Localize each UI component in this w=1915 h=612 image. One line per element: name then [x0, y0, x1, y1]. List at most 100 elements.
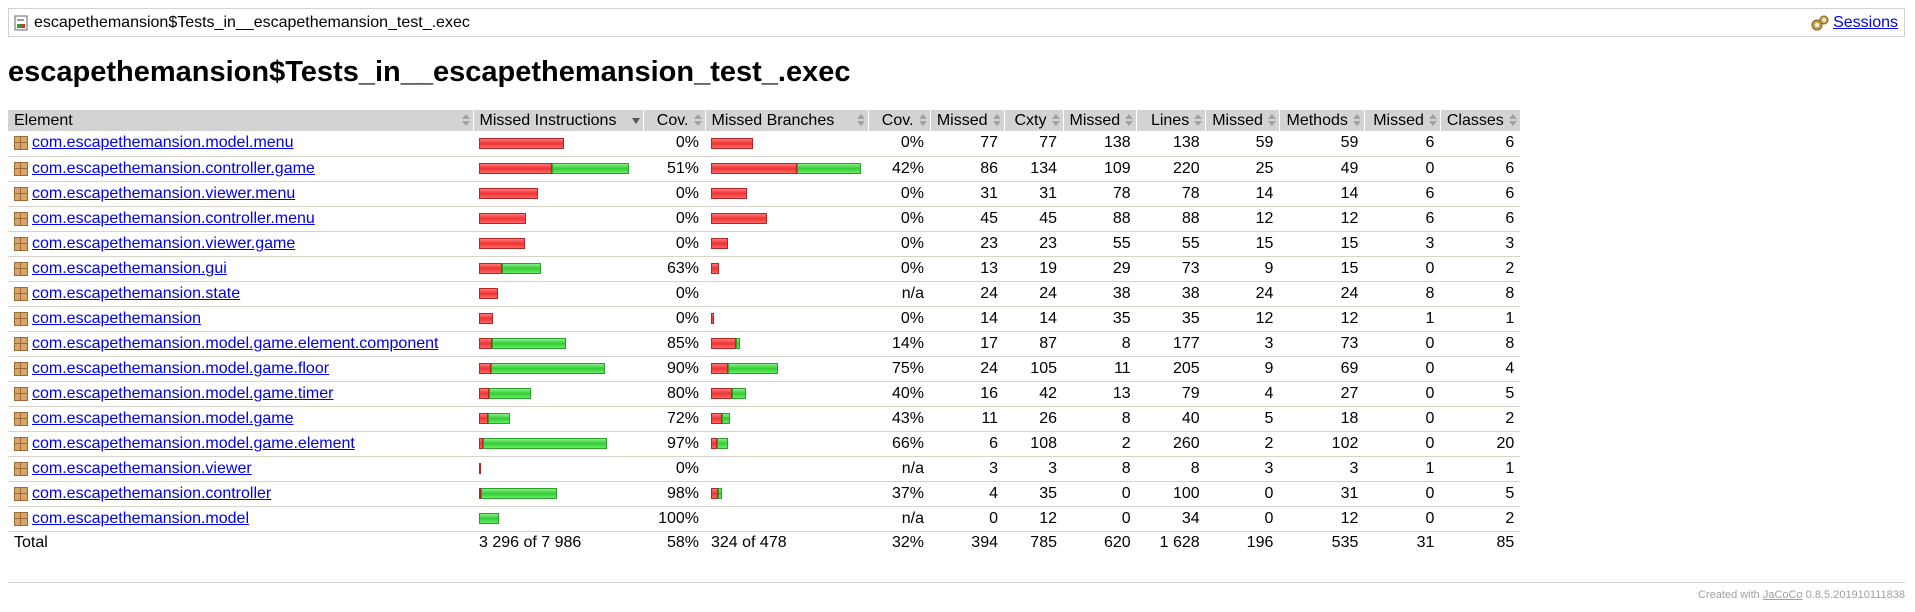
lines-missed: 0 — [1063, 481, 1137, 507]
lines-missed: 88 — [1063, 206, 1137, 232]
sessions-gears-icon — [1811, 15, 1829, 31]
package-link[interactable]: com.escapethemansion.controller — [32, 484, 272, 502]
package-link[interactable]: com.escapethemansion.model.game — [32, 409, 294, 427]
column-header[interactable]: Missed — [930, 110, 1005, 131]
sort-icon — [693, 114, 702, 127]
branches-bar-cell — [705, 256, 868, 282]
instructions-bar — [479, 437, 637, 450]
instructions-coverage: 0% — [643, 281, 705, 307]
classes-total: 20 — [1440, 431, 1521, 457]
package-link[interactable]: com.escapethemansion.gui — [32, 259, 227, 277]
column-header[interactable]: Missed — [1205, 110, 1280, 131]
sort-icon — [1267, 114, 1276, 127]
branches-missed-segment — [711, 137, 753, 149]
classes-missed: 0 — [1364, 406, 1441, 432]
element-wrap: com.escapethemansion.model.game.element — [14, 435, 467, 453]
sort-icon — [1194, 114, 1203, 127]
package-icon — [14, 411, 28, 426]
instructions-coverage: 100% — [643, 506, 705, 532]
column-header[interactable]: Missed — [1063, 110, 1138, 131]
complexity-missed: 13 — [930, 256, 1004, 282]
branches-coverage: 43% — [868, 406, 930, 432]
methods-missed: 2 — [1205, 431, 1280, 457]
package-icon — [14, 211, 28, 226]
column-header[interactable]: Element — [8, 110, 474, 131]
package-link[interactable]: com.escapethemansion.controller.menu — [32, 209, 315, 227]
methods-missed: 4 — [1205, 381, 1280, 407]
column-header[interactable]: Classes — [1440, 110, 1521, 131]
instructions-coverage: 0% — [643, 306, 705, 332]
session-name: escapethemansion$Tests_in__escapethemans… — [34, 14, 470, 31]
instructions-bar — [479, 512, 637, 525]
column-header[interactable]: Methods — [1279, 110, 1365, 131]
package-link[interactable]: com.escapethemansion.viewer — [32, 459, 252, 477]
instructions-missed-segment — [479, 288, 498, 299]
breadcrumb-left: escapethemansion$Tests_in__escapethemans… — [14, 14, 470, 32]
column-header[interactable]: Cxty — [1004, 110, 1064, 131]
coverage-table: Element Missed Instructions Cov. Missed Bra… — [8, 110, 1521, 555]
methods-missed: 24 — [1205, 281, 1280, 307]
total-row: Total 3 296 of 7 986 58% 324 of 478 32% … — [8, 530, 1521, 555]
complexity-total: 134 — [1004, 156, 1063, 182]
total-c: 85 — [1440, 530, 1521, 555]
methods-total: 18 — [1279, 406, 1365, 432]
branches-coverage: 0% — [868, 256, 930, 282]
classes-missed: 0 — [1364, 331, 1441, 357]
classes-total: 5 — [1440, 381, 1521, 407]
complexity-missed: 23 — [930, 231, 1004, 257]
element-wrap: com.escapethemansion.controller — [14, 485, 467, 503]
methods-total: 3 — [1279, 456, 1365, 482]
package-link[interactable]: com.escapethemansion.state — [32, 284, 241, 302]
column-header[interactable]: Lines — [1136, 110, 1207, 131]
classes-total: 6 — [1440, 131, 1521, 157]
package-link[interactable]: com.escapethemansion.viewer.game — [32, 234, 296, 252]
package-link[interactable]: com.escapethemansion.viewer.menu — [32, 184, 296, 202]
branches-bar — [711, 137, 862, 150]
branches-bar-cell — [705, 406, 868, 432]
column-header-label: Classes — [1446, 111, 1504, 129]
complexity-missed: 86 — [930, 156, 1004, 182]
column-header[interactable]: Cov. — [868, 110, 931, 131]
instructions-bar-cell — [473, 206, 643, 232]
instructions-missed-segment — [479, 388, 489, 399]
jacoco-link[interactable]: JaCoCo — [1762, 589, 1803, 601]
package-link[interactable]: com.escapethemansion.controller.game — [32, 159, 315, 177]
complexity-total: 3 — [1004, 456, 1063, 482]
classes-missed: 0 — [1364, 381, 1441, 407]
column-header[interactable]: Missed — [1364, 110, 1441, 131]
footer: Created with JaCoCo 0.8.5.201910111838 — [8, 582, 1905, 601]
package-link[interactable]: com.escapethemansion.model — [32, 509, 250, 527]
classes-missed: 6 — [1364, 131, 1441, 157]
created-with-text: Created with — [1698, 589, 1760, 601]
package-link[interactable]: com.escapethemansion.model.game.element — [32, 434, 355, 452]
element-cell: com.escapethemansion.controller.menu — [8, 206, 473, 232]
instructions-coverage: 0% — [643, 456, 705, 482]
methods-total: 12 — [1279, 506, 1365, 532]
instructions-bar-cell — [473, 381, 643, 407]
element-wrap: com.escapethemansion.viewer — [14, 460, 467, 478]
instructions-bar-cell — [473, 131, 643, 157]
complexity-missed: 3 — [930, 456, 1004, 482]
package-link[interactable]: com.escapethemansion.model.game.floor — [32, 359, 330, 377]
complexity-missed: 24 — [930, 356, 1004, 382]
instructions-bar-cell — [473, 481, 643, 507]
package-link[interactable]: com.escapethemansion.model.game.element.… — [32, 334, 439, 352]
table-row: com.escapethemansion.model.menu 0% 0% 77 77 1… — [8, 131, 1521, 157]
element-cell: com.escapethemansion.model — [8, 506, 473, 532]
instructions-bar — [479, 462, 637, 475]
element-cell: com.escapethemansion.model.menu — [8, 131, 473, 157]
column-header[interactable]: Cov. — [643, 110, 706, 131]
sessions-link[interactable]: Sessions — [1833, 14, 1898, 31]
branches-bar-cell — [705, 381, 868, 407]
package-link[interactable]: com.escapethemansion — [32, 309, 201, 327]
package-link[interactable]: com.escapethemansion.model.game.timer — [32, 384, 334, 402]
instructions-missed-segment — [479, 463, 481, 474]
column-header[interactable]: Missed Branches — [705, 110, 869, 131]
column-header-label: Cov. — [881, 111, 914, 129]
methods-missed: 0 — [1205, 506, 1280, 532]
package-icon — [14, 186, 28, 201]
methods-total: 14 — [1279, 181, 1365, 207]
package-link[interactable]: com.escapethemansion.model.menu — [32, 134, 294, 152]
classes-total: 1 — [1440, 456, 1521, 482]
column-header[interactable]: Missed Instructions — [473, 110, 644, 131]
